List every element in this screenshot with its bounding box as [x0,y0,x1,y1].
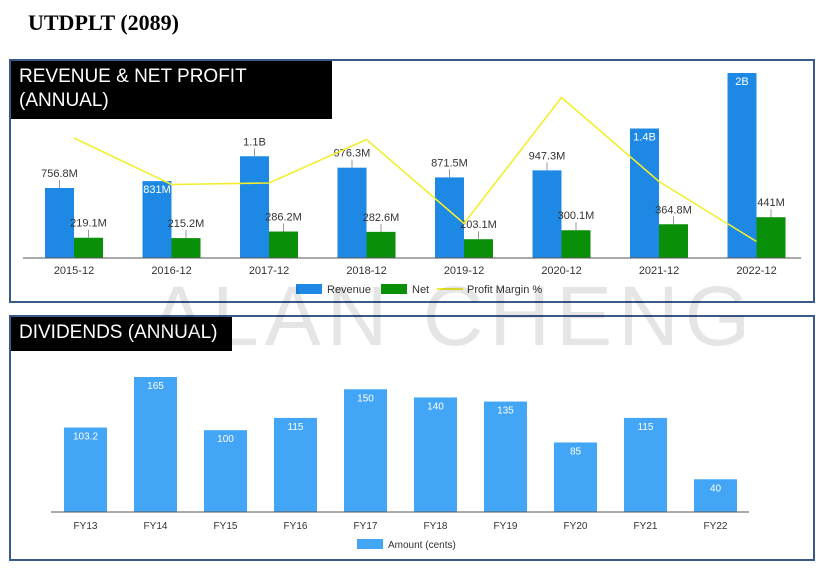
net-data-label: 282.6M [363,212,400,224]
x-tick-label: FY21 [634,521,658,532]
net-data-label: 441M [757,197,785,209]
profit-margin-line [73,96,757,243]
revenue-data-label: 831M [143,184,171,196]
dividend-data-label: 40 [710,483,722,494]
revenue-net-chart: 756.8M 219.1M 2015-12 831M 215.2M 2016-12 1.1B… [23,73,801,296]
x-tick-label: 2022-12 [736,265,776,277]
net-data-label: 364.8M [655,204,692,216]
legend-label-amount: Amount (cents) [388,540,456,551]
x-tick-label: FY22 [704,521,728,532]
dividend-data-label: 85 [570,446,582,457]
revenue-bar [337,167,367,258]
dividend-bar [274,417,317,512]
net-bar [464,239,493,258]
legend-swatch-amount [357,539,383,549]
revenue-bar [630,128,659,258]
revenue-data-label: 756.8M [41,168,78,180]
dividend-data-label: 135 [497,406,514,417]
net-bar [171,238,201,258]
dividend-bar [694,479,737,512]
revenue-data-label: 947.3M [529,150,566,162]
revenue-bar [142,181,172,258]
x-tick-label: FY15 [214,521,238,532]
net-bar [659,224,688,258]
x-tick-label: 2015-12 [54,265,94,277]
legend-swatch-revenue [296,284,322,294]
dividend-bar [414,397,457,512]
dividends-chart: 103.2 FY13 165 FY14 100 FY15 115 FY16 150 FY17 140… [51,377,749,551]
net-data-label: 215.2M [168,218,205,230]
dividend-bar [64,427,107,512]
dividend-data-label: 165 [147,381,164,392]
x-tick-label: FY16 [284,521,308,532]
dividend-bar [484,401,527,512]
legend-swatch-net [381,284,407,294]
dividends-panel-header: DIVIDENDS (ANNUAL) [11,317,232,351]
dividends-panel: 103.2 FY13 165 FY14 100 FY15 115 FY16 150 FY17 140… [9,315,815,561]
dividend-data-label: 140 [427,401,444,412]
revenue-panel: 756.8M 219.1M 2015-12 831M 215.2M 2016-12 1.1B… [9,59,815,303]
x-tick-label: 2017-12 [249,265,289,277]
dividend-data-label: 150 [357,393,374,404]
dividend-data-label: 103.2 [73,432,98,443]
net-data-label: 219.1M [70,218,107,230]
dividend-bar [204,430,247,512]
x-tick-label: FY13 [74,521,98,532]
revenue-data-label: 871.5M [431,157,468,169]
revenue-bar [727,73,757,258]
revenue-bar [240,156,269,258]
dividend-bar [554,442,597,512]
x-tick-label: 2018-12 [346,265,386,277]
x-tick-label: 2020-12 [541,265,581,277]
legend-label-net: Net [412,284,429,296]
revenue-data-label: 976.3M [334,148,371,160]
net-data-label: 203.1M [460,219,497,231]
revenue-data-label: 1.4B [633,132,656,144]
legend-label-profit-margin: Profit Margin % [467,284,542,296]
dividend-bar [624,417,667,512]
x-tick-label: 2019-12 [444,265,484,277]
revenue-bar [435,177,464,258]
x-tick-label: FY14 [144,521,168,532]
dividend-data-label: 115 [288,422,304,433]
x-tick-label: FY19 [494,521,518,532]
revenue-bar [45,187,74,258]
revenue-data-label: 1.1B [243,136,266,148]
net-bar [561,230,591,258]
net-data-label: 286.2M [265,212,302,224]
dividend-bar [134,377,177,512]
page-title: UTDPLT (2089) [28,10,179,35]
revenue-panel-header: REVENUE & NET PROFIT (ANNUAL) [11,61,332,119]
x-tick-label: FY18 [424,521,448,532]
net-bar [756,217,786,258]
x-tick-label: 2021-12 [639,265,679,277]
revenue-bar [532,170,562,258]
net-bar [366,231,396,258]
dividend-data-label: 100 [217,434,234,445]
x-tick-label: FY20 [564,521,588,532]
dividend-bar [344,389,387,512]
net-data-label: 300.1M [558,210,595,222]
net-bar [269,231,298,258]
dividend-data-label: 115 [638,422,654,433]
x-tick-label: FY17 [354,521,378,532]
legend-label-revenue: Revenue [327,284,371,296]
revenue-data-label: 2B [735,76,748,88]
x-tick-label: 2016-12 [151,265,191,277]
net-bar [74,237,103,258]
